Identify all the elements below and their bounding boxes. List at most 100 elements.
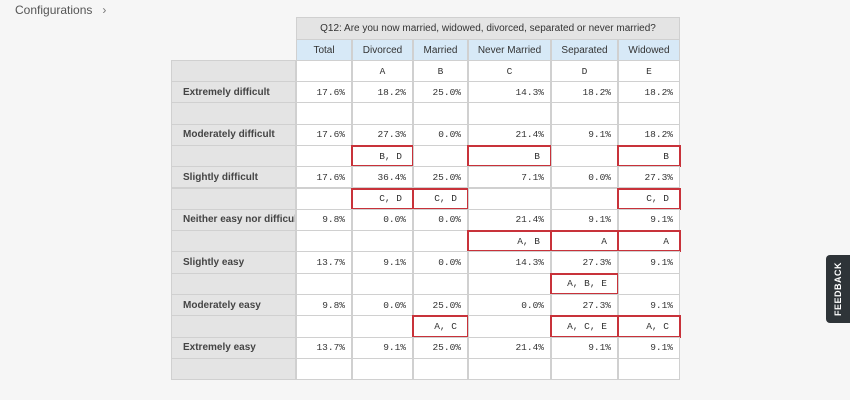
empty-cell	[352, 102, 413, 125]
value-cell: 0.0%	[413, 123, 468, 146]
empty-cell	[296, 357, 352, 381]
empty-cell	[413, 230, 468, 253]
row-label: Neither easy nor difficult	[171, 208, 296, 232]
value-cell: 25.0%	[413, 336, 468, 359]
breadcrumb-separator: ›	[102, 3, 107, 17]
significance-cell: A	[617, 230, 681, 253]
column-letter	[296, 60, 352, 82]
value-cell: 9.1%	[551, 123, 618, 146]
significance-cell: C, D	[617, 187, 681, 210]
row-label-spacer	[171, 230, 296, 253]
value-cell: 18.2%	[551, 81, 618, 104]
column-header: Separated	[551, 39, 618, 61]
empty-cell	[618, 357, 680, 381]
value-cell: 17.6%	[296, 81, 352, 104]
column-letter: D	[551, 60, 618, 82]
value-cell: 9.8%	[296, 294, 352, 317]
row-label-spacer	[171, 144, 296, 168]
row-label-spacer	[171, 187, 296, 210]
empty-cell	[352, 315, 413, 338]
significance-cell: A, C	[617, 315, 681, 338]
empty-cell	[296, 272, 352, 295]
row-label-spacer	[171, 102, 296, 125]
row-label: Moderately easy	[171, 294, 296, 317]
empty-cell	[468, 187, 551, 210]
empty-cell	[413, 102, 468, 125]
empty-cell	[413, 272, 468, 295]
value-cell: 9.1%	[352, 251, 413, 274]
value-cell: 13.7%	[296, 336, 352, 359]
value-cell: 0.0%	[551, 166, 618, 189]
value-cell: 0.0%	[352, 208, 413, 232]
column-header: Married	[413, 39, 468, 61]
significance-cell: B	[617, 144, 681, 168]
value-cell: 14.3%	[468, 251, 551, 274]
value-cell: 9.1%	[618, 251, 680, 274]
empty-cell	[413, 357, 468, 381]
value-cell: 18.2%	[352, 81, 413, 104]
value-cell: 18.2%	[618, 81, 680, 104]
value-cell: 9.1%	[618, 294, 680, 317]
value-cell: 21.4%	[468, 336, 551, 359]
column-header: Never Married	[468, 39, 551, 61]
value-cell: 27.3%	[551, 294, 618, 317]
value-cell: 21.4%	[468, 123, 551, 146]
significance-cell: B	[467, 144, 552, 168]
value-cell: 18.2%	[618, 123, 680, 146]
value-cell: 21.4%	[468, 208, 551, 232]
empty-cell	[468, 357, 551, 381]
value-cell: 9.8%	[296, 208, 352, 232]
corner-cell	[171, 60, 296, 82]
value-cell: 13.7%	[296, 251, 352, 274]
value-cell: 7.1%	[468, 166, 551, 189]
column-letter: E	[618, 60, 680, 82]
value-cell: 25.0%	[413, 166, 468, 189]
row-label: Extremely difficult	[171, 81, 296, 104]
empty-cell	[296, 230, 352, 253]
column-letter: B	[413, 60, 468, 82]
row-label: Slightly difficult	[171, 166, 296, 189]
value-cell: 25.0%	[413, 294, 468, 317]
value-cell: 27.3%	[352, 123, 413, 146]
value-cell: 0.0%	[352, 294, 413, 317]
question-header: Q12: Are you now married, widowed, divor…	[296, 17, 680, 40]
empty-cell	[296, 144, 352, 168]
value-cell: 0.0%	[413, 251, 468, 274]
row-label: Slightly easy	[171, 251, 296, 274]
row-label-spacer	[171, 357, 296, 381]
column-letter: A	[352, 60, 413, 82]
empty-cell	[618, 272, 680, 295]
value-cell: 0.0%	[468, 294, 551, 317]
empty-cell	[296, 102, 352, 125]
empty-cell	[468, 272, 551, 295]
value-cell: 17.6%	[296, 166, 352, 189]
row-label: Moderately difficult	[171, 123, 296, 146]
row-label-spacer	[171, 315, 296, 338]
value-cell: 9.1%	[618, 208, 680, 232]
significance-cell: A, B, E	[550, 272, 619, 295]
feedback-button[interactable]: FEEDBACK	[826, 255, 850, 323]
empty-cell	[551, 102, 618, 125]
value-cell: 36.4%	[352, 166, 413, 189]
column-header: Total	[296, 39, 352, 61]
value-cell: 9.1%	[618, 336, 680, 359]
empty-cell	[468, 315, 551, 338]
column-header: Divorced	[352, 39, 413, 61]
value-cell: 17.6%	[296, 123, 352, 146]
value-cell: 25.0%	[413, 81, 468, 104]
empty-cell	[413, 144, 468, 168]
significance-cell: A, C	[412, 315, 469, 338]
empty-cell	[352, 230, 413, 253]
value-cell: 9.1%	[352, 336, 413, 359]
empty-cell	[352, 357, 413, 381]
significance-cell: A	[550, 230, 619, 253]
significance-cell: B, D	[351, 144, 414, 168]
empty-cell	[618, 102, 680, 125]
significance-cell: A, B	[467, 230, 552, 253]
empty-cell	[551, 144, 618, 168]
empty-cell	[468, 102, 551, 125]
significance-cell: C, D	[351, 187, 414, 210]
significance-cell: A, C, E	[550, 315, 619, 338]
breadcrumb-link[interactable]: Configurations	[15, 3, 93, 17]
